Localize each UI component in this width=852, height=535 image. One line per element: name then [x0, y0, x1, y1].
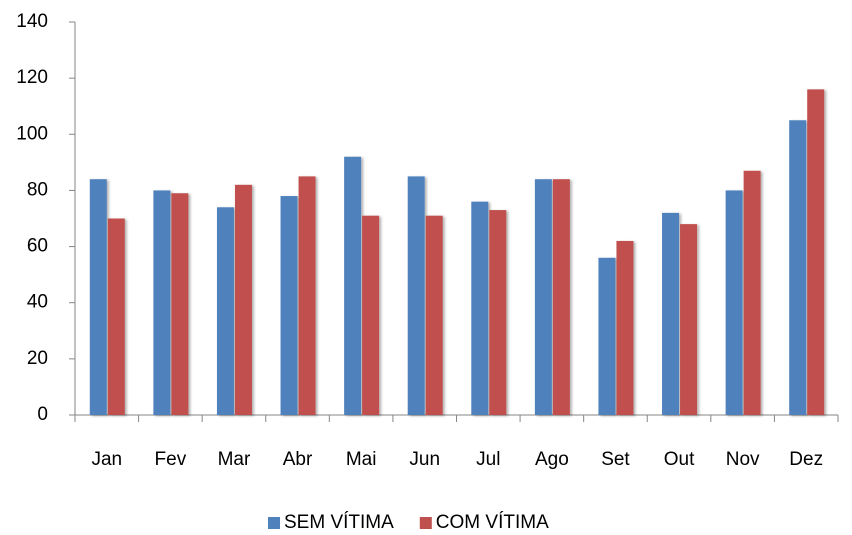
bar — [598, 257, 616, 415]
bar — [616, 240, 634, 415]
bar — [89, 179, 107, 415]
bar — [171, 193, 189, 415]
bar — [471, 201, 489, 415]
y-tick-label: 140 — [16, 11, 48, 32]
bar — [662, 212, 680, 415]
bar — [743, 170, 761, 415]
bar — [680, 224, 698, 415]
x-tick-label: Out — [664, 449, 695, 470]
x-tick-label: Abr — [283, 449, 313, 470]
y-tick-label: 120 — [16, 67, 48, 88]
x-tick-label: Nov — [726, 449, 760, 470]
x-tick-label: Mar — [218, 449, 251, 470]
y-tick-label: 0 — [37, 404, 48, 425]
y-tick-label: 80 — [27, 179, 48, 200]
bar — [107, 218, 125, 415]
y-tick-label: 40 — [27, 292, 48, 313]
legend-label: SEM VÍTIMA — [284, 512, 394, 533]
x-tick-label: Set — [601, 449, 630, 470]
bar — [407, 176, 425, 415]
legend-swatch — [268, 517, 280, 529]
bar — [362, 215, 380, 415]
bar — [552, 179, 570, 415]
y-tick-label: 100 — [16, 123, 48, 144]
x-tick-label: Fev — [155, 449, 187, 470]
x-tick-label: Ago — [535, 449, 569, 470]
legend-label: COM VÍTIMA — [436, 512, 549, 533]
bar — [725, 190, 743, 415]
bar — [425, 215, 443, 415]
bar — [280, 196, 298, 415]
legend-swatch — [419, 517, 432, 529]
x-tick-label: Jan — [91, 449, 122, 470]
x-tick-label: Jun — [409, 449, 440, 470]
bar — [489, 210, 507, 415]
x-tick-label: Mai — [346, 449, 377, 470]
bar — [789, 120, 807, 415]
bar — [153, 190, 171, 415]
y-tick-label: 20 — [27, 348, 48, 369]
bar — [807, 89, 825, 415]
bar — [298, 176, 316, 415]
x-tick-label: Jul — [476, 449, 500, 470]
x-tick-label: Dez — [789, 449, 823, 470]
y-tick-label: 60 — [27, 236, 48, 257]
bar — [216, 207, 234, 415]
bar — [344, 156, 362, 415]
bar — [534, 179, 552, 415]
bar — [234, 184, 252, 415]
